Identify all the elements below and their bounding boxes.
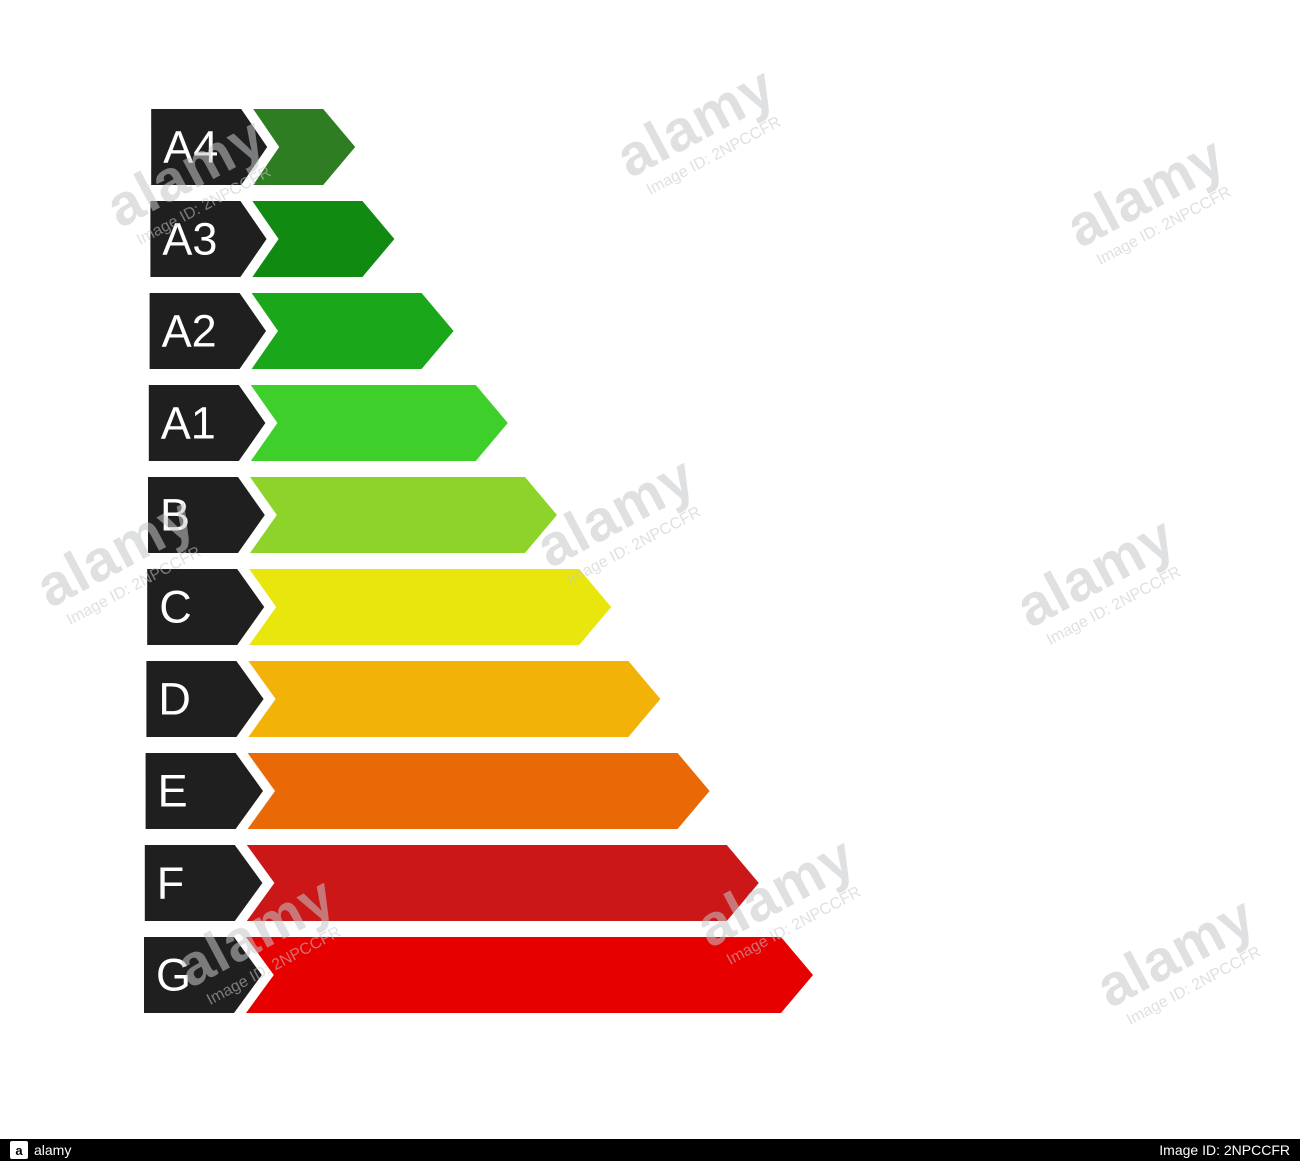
footer-bar: a alamy Image ID: 2NPCCFR: [0, 1139, 1300, 1161]
rating-label-text: F: [157, 857, 184, 908]
watermark-diagonal: alamyImage ID: 2NPCCFR: [1057, 126, 1243, 274]
footer-image-id: Image ID: 2NPCCFR: [1159, 1142, 1290, 1158]
rating-bar: [251, 385, 508, 461]
watermark-diagonal: alamyImage ID: 2NPCCFR: [1007, 506, 1193, 654]
rating-bar: [248, 753, 710, 829]
rating-label-text: A2: [162, 306, 217, 357]
footer-brand: a alamy: [10, 1141, 71, 1159]
rating-label-text: E: [158, 765, 188, 816]
footer-image-id-value: 2NPCCFR: [1224, 1142, 1290, 1158]
rating-bar: [252, 293, 454, 369]
rating-bar: [249, 569, 611, 645]
rating-label-text: A3: [162, 214, 217, 265]
rating-bar: [250, 477, 557, 553]
rating-bar: [246, 937, 813, 1013]
rating-label-text: C: [159, 581, 192, 632]
rating-bar: [247, 845, 759, 921]
alamy-logo-icon: a: [10, 1141, 28, 1159]
rating-label-text: B: [160, 490, 190, 541]
rating-bar: [248, 661, 660, 737]
rating-label-text: G: [156, 949, 191, 1000]
rating-bar: [252, 201, 394, 277]
energy-rating-chart: A4 A3 A2 A1 BCDEFG: [140, 109, 866, 1022]
footer-brand-text: alamy: [34, 1142, 71, 1158]
rating-label-text: A1: [161, 398, 216, 449]
rating-bar: [253, 109, 355, 185]
rating-label-text: D: [158, 673, 191, 724]
rating-label-text: A4: [163, 122, 218, 173]
watermark-diagonal: alamyImage ID: 2NPCCFR: [1087, 886, 1273, 1034]
footer-image-id-label: Image ID:: [1159, 1142, 1224, 1158]
